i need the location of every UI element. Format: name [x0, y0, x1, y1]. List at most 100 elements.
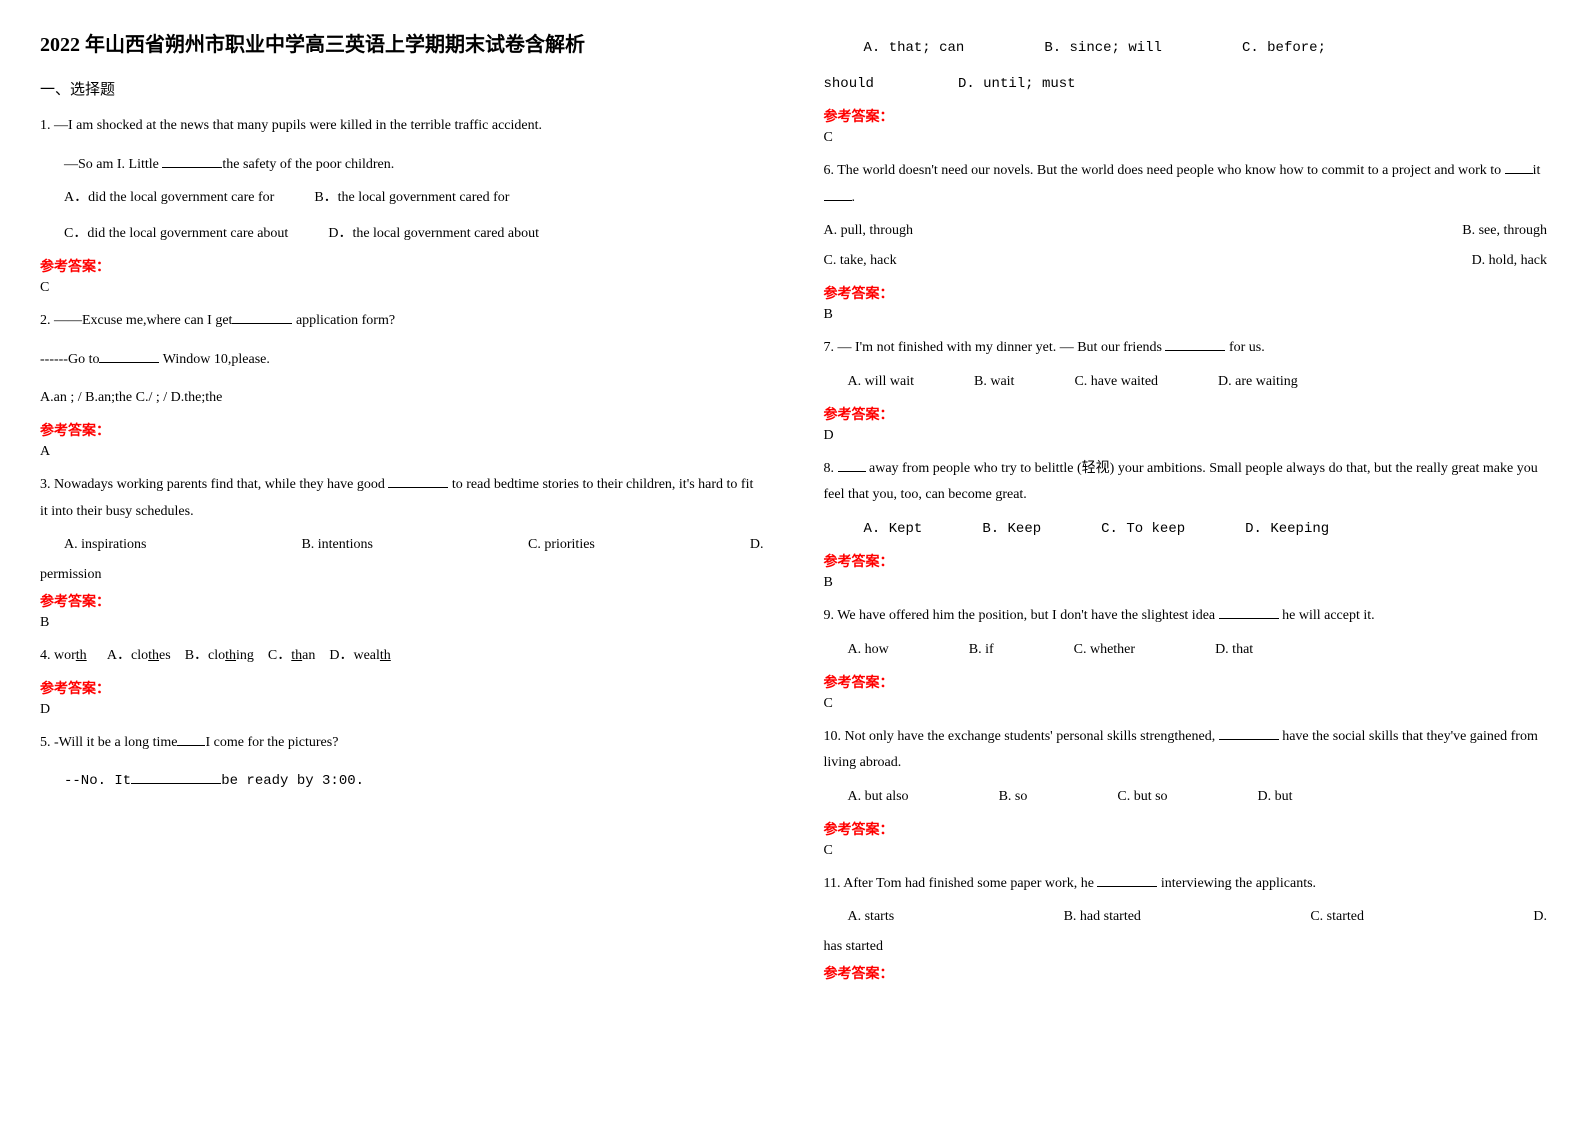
q3-answer: B: [40, 615, 764, 631]
q2-answer-label: 参考答案：: [40, 420, 764, 440]
q5-opts: A. that; can B. since; will C. before;: [824, 34, 1548, 62]
q8-optC: C. To keep: [1101, 515, 1185, 543]
q5-optA: A. that; can: [864, 34, 965, 62]
q7-stem: 7. — I'm not finished with my dinner yet…: [824, 335, 1548, 362]
q6-opts: A. pull, through B. see, through C. take…: [824, 217, 1548, 275]
q8-stem-post: away from people who try to belittle (轻视…: [824, 461, 1538, 503]
q8-answer: B: [824, 575, 1548, 591]
q1-line2-post: the safety of the poor children.: [222, 157, 394, 172]
q6-stem-post: .: [852, 190, 856, 205]
q5-opts-row2: should D. until; must: [824, 70, 1548, 98]
q5-optC-part: C. before;: [1242, 34, 1326, 62]
q5-stem-pre: 5. -Will it be a long time: [40, 735, 177, 750]
q11-optC: C. started: [1310, 903, 1364, 931]
blank: [232, 310, 292, 324]
blank: [99, 349, 159, 363]
blank: [1219, 605, 1279, 619]
left-column: 2022 年山西省朔州市职业中学高三英语上学期期末试卷含解析 一、选择题 1. …: [40, 30, 764, 987]
q10-optA: A. but also: [848, 783, 909, 811]
q4-optA: A．clothes: [107, 648, 171, 663]
q3-optD-prefix: D.: [750, 531, 764, 559]
q6-optC: C. take, hack: [824, 247, 897, 275]
q7-answer-label: 参考答案：: [824, 404, 1548, 424]
q3-stem-pre: 3. Nowadays working parents find that, w…: [40, 477, 388, 492]
q1-optC: C．did the local government care about: [64, 220, 288, 248]
q2-stem-post: application form?: [292, 313, 395, 328]
q1-optD: D．the local government cared about: [328, 220, 539, 248]
blank: [1097, 873, 1157, 887]
section-heading: 一、选择题: [40, 78, 764, 99]
blank: [838, 458, 866, 472]
q1-line2-pre: —So am I. Little: [64, 157, 162, 172]
q11-optD-prefix: D.: [1533, 903, 1547, 931]
q2-answer: A: [40, 444, 764, 460]
q6-stem-pre: 6. The world doesn't need our novels. Bu…: [824, 163, 1505, 178]
q6-stem-mid: it: [1533, 163, 1541, 178]
q1-answer-label: 参考答案：: [40, 256, 764, 276]
q4-answer-label: 参考答案：: [40, 678, 764, 698]
q1-line2: —So am I. Little the safety of the poor …: [40, 152, 764, 179]
q5-line2-post: be ready by 3:00.: [221, 773, 364, 789]
page: 2022 年山西省朔州市职业中学高三英语上学期期末试卷含解析 一、选择题 1. …: [0, 0, 1587, 1017]
q9-stem-pre: 9. We have offered him the position, but…: [824, 608, 1219, 623]
q7-stem-post: for us.: [1225, 340, 1264, 355]
q7-optB: B. wait: [974, 368, 1014, 396]
q1-stem: 1. —I am shocked at the news that many p…: [40, 113, 764, 140]
q5-line2-pre: --No. It: [64, 773, 131, 789]
q5-optB: B. since; will: [1044, 34, 1162, 62]
right-column: A. that; can B. since; will C. before; s…: [824, 30, 1548, 987]
q8-stem: 8. away from people who try to belittle …: [824, 456, 1548, 509]
q2-opts: A.an ; / B.an;the C./ ; / D.the;the: [40, 385, 764, 412]
q10-optC: C. but so: [1117, 783, 1167, 811]
q4-row: 4. worth A．clothes B．clothing C．than D．w…: [40, 643, 764, 670]
q5-answer: C: [824, 130, 1548, 146]
blank: [177, 732, 205, 746]
q3-opts: A. inspirations B. intentions C. priorit…: [40, 531, 764, 559]
q7-optA: A. will wait: [848, 368, 915, 396]
q8-stem-pre: 8.: [824, 461, 838, 476]
q6-answer: B: [824, 307, 1548, 323]
q9-optA: A. how: [848, 636, 889, 664]
q4-optB: B．clothing: [185, 648, 254, 663]
q9-optC: C. whether: [1074, 636, 1135, 664]
q11-opts: A. starts B. had started C. started D.: [824, 903, 1548, 931]
q11-answer-label: 参考答案：: [824, 963, 1548, 983]
q3-optB: B. intentions: [301, 531, 373, 559]
q3-stem: 3. Nowadays working parents find that, w…: [40, 472, 764, 525]
q10-stem: 10. Not only have the exchange students'…: [824, 724, 1548, 777]
blank: [1505, 160, 1533, 174]
q9-optD: D. that: [1215, 636, 1253, 664]
q10-optB: B. so: [999, 783, 1028, 811]
q10-opts: A. but also B. so C. but so D. but: [824, 783, 1548, 811]
q11-optA: A. starts: [848, 903, 895, 931]
q2-line2-post: Window 10,please.: [159, 352, 269, 367]
q8-optD: D. Keeping: [1245, 515, 1329, 543]
q11-optB: B. had started: [1064, 903, 1141, 931]
blank: [162, 154, 222, 168]
q1-opts-row2: C．did the local government care about D．…: [40, 220, 764, 248]
q3-optC: C. priorities: [528, 531, 595, 559]
blank: [1219, 726, 1279, 740]
q2-stem-pre: 2. ——Excuse me,where can I get: [40, 313, 232, 328]
q9-answer: C: [824, 696, 1548, 712]
q1-opts-row1: A．did the local government care for B．th…: [40, 184, 764, 212]
q7-stem-pre: 7. — I'm not finished with my dinner yet…: [824, 340, 1166, 355]
q7-opts: A. will wait B. wait C. have waited D. a…: [824, 368, 1548, 396]
q5-optD: D. until; must: [958, 76, 1076, 92]
doc-title: 2022 年山西省朔州市职业中学高三英语上学期期末试卷含解析: [40, 30, 764, 60]
q11-stem-post: interviewing the applicants.: [1157, 876, 1316, 891]
q11-optD-cont: has started: [824, 939, 1548, 955]
q6-optA: A. pull, through: [824, 217, 913, 245]
q2-stem: 2. ——Excuse me,where can I get applicati…: [40, 308, 764, 335]
q1-answer: C: [40, 280, 764, 296]
q7-optD: D. are waiting: [1218, 368, 1298, 396]
q9-opts: A. how B. if C. whether D. that: [824, 636, 1548, 664]
q9-stem: 9. We have offered him the position, but…: [824, 603, 1548, 630]
q7-optC: C. have waited: [1074, 368, 1158, 396]
q9-optB: B. if: [969, 636, 994, 664]
q9-stem-post: he will accept it.: [1279, 608, 1375, 623]
q6-answer-label: 参考答案：: [824, 283, 1548, 303]
q4-optD: D．wealth: [329, 648, 390, 663]
q3-optA: A. inspirations: [64, 531, 146, 559]
q8-opts: A. Kept B. Keep C. To keep D. Keeping: [824, 515, 1548, 543]
